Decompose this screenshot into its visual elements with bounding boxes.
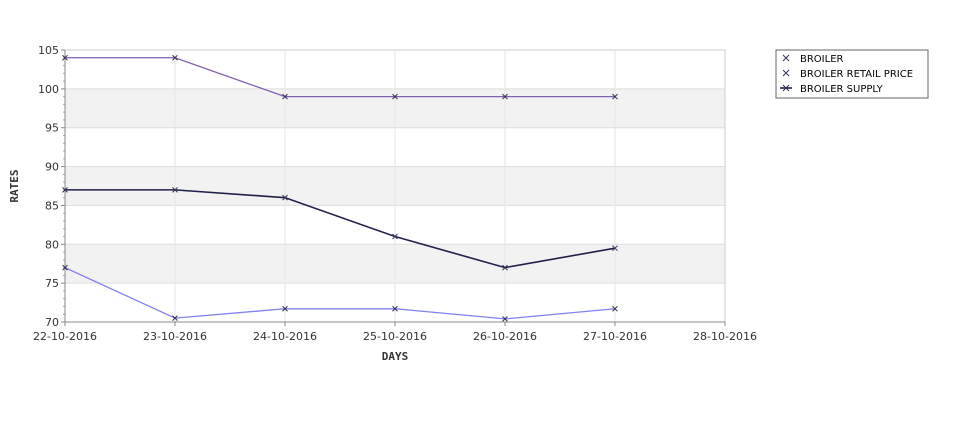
data-point	[612, 93, 618, 100]
x-tick-label: 25-10-2016	[363, 330, 427, 343]
series-line	[64, 267, 616, 320]
legend-entry: BROILER	[782, 54, 844, 65]
legend-entry: BROILER RETAIL PRICE	[782, 69, 913, 80]
x-tick-label: 22-10-2016	[33, 330, 97, 343]
data-point-marker	[172, 54, 178, 61]
x-axis-title: DAYS	[382, 350, 409, 363]
y-tick-label: 85	[45, 199, 59, 212]
x-tick-label: 27-10-2016	[583, 330, 647, 343]
data-point-marker	[502, 316, 508, 322]
legend-box	[775, 49, 929, 99]
y-tick-label: 105	[38, 44, 59, 57]
x-tick-label: 23-10-2016	[143, 330, 207, 343]
data-point	[62, 264, 68, 271]
legend-marker	[782, 84, 790, 92]
data-point	[392, 305, 398, 312]
y-tick-label: 95	[45, 122, 59, 135]
data-point-marker	[612, 305, 618, 312]
data-point	[62, 187, 68, 193]
data-point-marker	[502, 264, 508, 271]
y-tick-label: 70	[45, 316, 59, 329]
data-point-marker	[612, 245, 618, 252]
data-point	[172, 54, 178, 61]
series-lines	[62, 54, 618, 322]
data-point-marker	[282, 93, 288, 100]
data-point-marker	[62, 264, 68, 271]
data-point	[612, 305, 618, 312]
axes	[61, 49, 726, 326]
data-point	[392, 93, 398, 100]
y-tick-label: 80	[45, 238, 59, 251]
legend-entry: BROILER SUPPLY	[780, 84, 884, 95]
x-tick-label: 28-10-2016	[693, 330, 757, 343]
data-point-marker	[282, 305, 288, 312]
data-point-marker	[62, 187, 68, 193]
y-axis-title: RATES	[8, 169, 21, 202]
legend-label: BROILER RETAIL PRICE	[800, 69, 913, 80]
data-point	[172, 187, 178, 193]
data-point	[62, 54, 68, 61]
data-point-marker	[392, 305, 398, 312]
x-tick-label: 26-10-2016	[473, 330, 537, 343]
data-point-marker	[172, 187, 178, 193]
y-tick-label: 75	[45, 277, 59, 290]
data-point-marker	[502, 93, 508, 100]
data-point	[612, 245, 618, 252]
data-point-marker	[172, 315, 178, 321]
legend: BROILER BROILER RETAIL PRICE BROILER SUPPL…	[775, 49, 929, 99]
data-point-marker	[612, 93, 618, 100]
data-point	[392, 233, 398, 240]
series-line	[65, 57, 615, 98]
tick-labels: 70 75 80 85 90 95 100 105 22-10-2016 23-10-2016 24…	[33, 44, 757, 343]
data-point	[502, 264, 508, 271]
data-point	[502, 93, 508, 100]
data-point	[282, 194, 288, 201]
legend-marker	[782, 69, 790, 77]
data-point-marker	[62, 54, 68, 61]
data-point	[172, 315, 178, 321]
data-point-marker	[282, 194, 288, 201]
legend-marker	[782, 54, 790, 62]
data-point	[282, 93, 288, 100]
data-point	[282, 305, 288, 312]
y-tick-label: 90	[45, 161, 59, 174]
x-tick-label: 24-10-2016	[253, 330, 317, 343]
y-tick-label: 100	[38, 83, 59, 96]
legend-label: BROILER	[800, 54, 844, 65]
legend-label: BROILER SUPPLY	[800, 84, 884, 95]
data-point-marker	[392, 233, 398, 240]
series-line	[65, 189, 616, 269]
data-point	[502, 316, 508, 322]
data-point-marker	[392, 93, 398, 100]
